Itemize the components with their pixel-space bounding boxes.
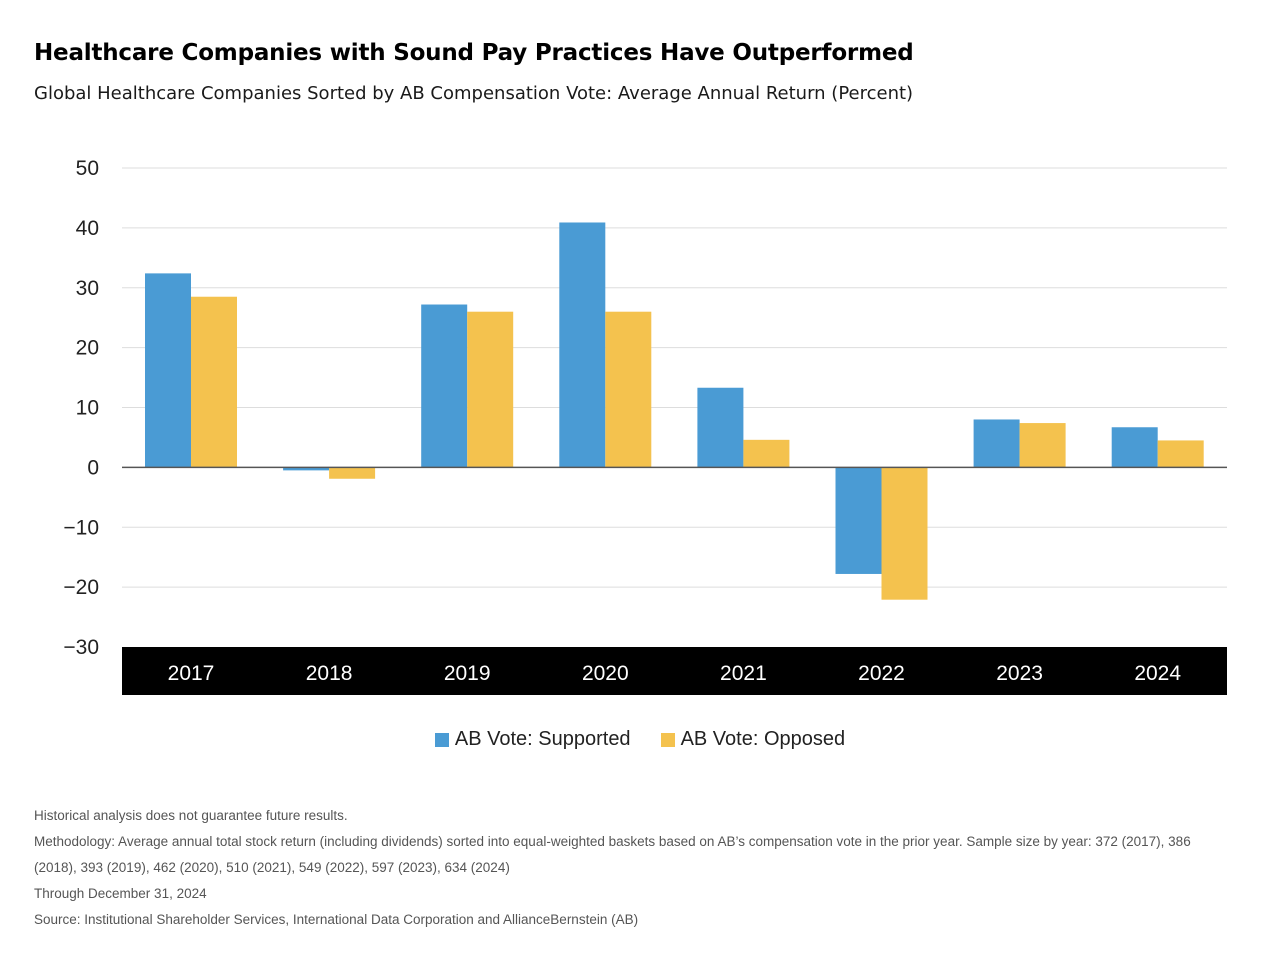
bar-opposed-2019 xyxy=(467,311,514,468)
y-axis-ticks: 50 40 30 20 10 0 −10 −20 −30 xyxy=(63,157,99,659)
bar-opposed-2022 xyxy=(881,467,928,600)
gridlines xyxy=(122,167,1227,588)
category-band xyxy=(122,647,1227,695)
bar-opposed-2020 xyxy=(605,311,652,468)
bar-supported-2021 xyxy=(697,387,744,468)
footnotes: Historical analysis does not guarantee f… xyxy=(34,803,1234,933)
legend-swatch-supported xyxy=(434,732,449,747)
x-tick-label-2017: 2017 xyxy=(168,662,215,685)
y-tick-label: 0 xyxy=(87,456,99,479)
disclaimer-note: Historical analysis does not guarantee f… xyxy=(34,808,348,823)
y-tick-label: −30 xyxy=(63,636,99,659)
bar-opposed-2018 xyxy=(329,467,376,479)
x-tick-label-2020: 2020 xyxy=(582,662,629,685)
x-tick-label-2018: 2018 xyxy=(306,662,353,685)
y-tick-label: 20 xyxy=(76,337,99,360)
y-tick-label: 50 xyxy=(76,157,99,180)
bar-supported-2017 xyxy=(145,273,191,468)
y-tick-label: 30 xyxy=(76,277,99,300)
bar-opposed-2024 xyxy=(1157,440,1204,468)
x-tick-label-2023: 2023 xyxy=(996,662,1043,685)
chart-title: Healthcare Companies with Sound Pay Prac… xyxy=(34,40,914,66)
bar-opposed-2021 xyxy=(743,439,790,468)
bar-opposed-2023 xyxy=(1019,423,1066,468)
y-tick-label: 10 xyxy=(76,397,99,420)
x-tick-label-2019: 2019 xyxy=(444,662,491,685)
x-tick-label-2024: 2024 xyxy=(1134,662,1181,685)
legend-label-opposed: AB Vote: Opposed xyxy=(680,728,846,750)
legend-item-supported: AB Vote: Supported xyxy=(434,728,631,751)
bars xyxy=(145,222,1204,600)
bar-supported-2020 xyxy=(559,222,606,468)
y-tick-label: −20 xyxy=(63,576,99,599)
bar-supported-2024 xyxy=(1111,427,1158,468)
legend-label-supported: AB Vote: Supported xyxy=(454,728,631,750)
x-tick-label-2021: 2021 xyxy=(720,662,767,685)
bar-chart: 50 40 30 20 10 0 −10 −20 −30 2017 2018 2019 2020 202… xyxy=(63,157,1227,695)
y-tick-label: −10 xyxy=(63,516,99,539)
legend: AB Vote: Supported AB Vote: Opposed xyxy=(0,728,1280,751)
through-date-note: Through December 31, 2024 xyxy=(34,886,207,901)
source-note: Source: Institutional Shareholder Servic… xyxy=(34,912,639,927)
bar-supported-2019 xyxy=(421,304,468,468)
bar-supported-2018 xyxy=(283,467,330,471)
bar-supported-2023 xyxy=(973,419,1020,468)
bar-supported-2022 xyxy=(835,467,882,574)
x-tick-label-2022: 2022 xyxy=(858,662,905,685)
methodology-note: Methodology: Average annual total stock … xyxy=(34,834,1191,875)
legend-item-opposed: AB Vote: Opposed xyxy=(660,728,846,751)
chart-subtitle: Global Healthcare Companies Sorted by AB… xyxy=(34,83,914,104)
bar-opposed-2017 xyxy=(191,296,237,468)
legend-swatch-opposed xyxy=(660,732,675,747)
y-tick-label: 40 xyxy=(76,217,99,240)
x-axis-band: 2017 2018 2019 2020 2021 2022 2023 2024 xyxy=(122,647,1227,695)
